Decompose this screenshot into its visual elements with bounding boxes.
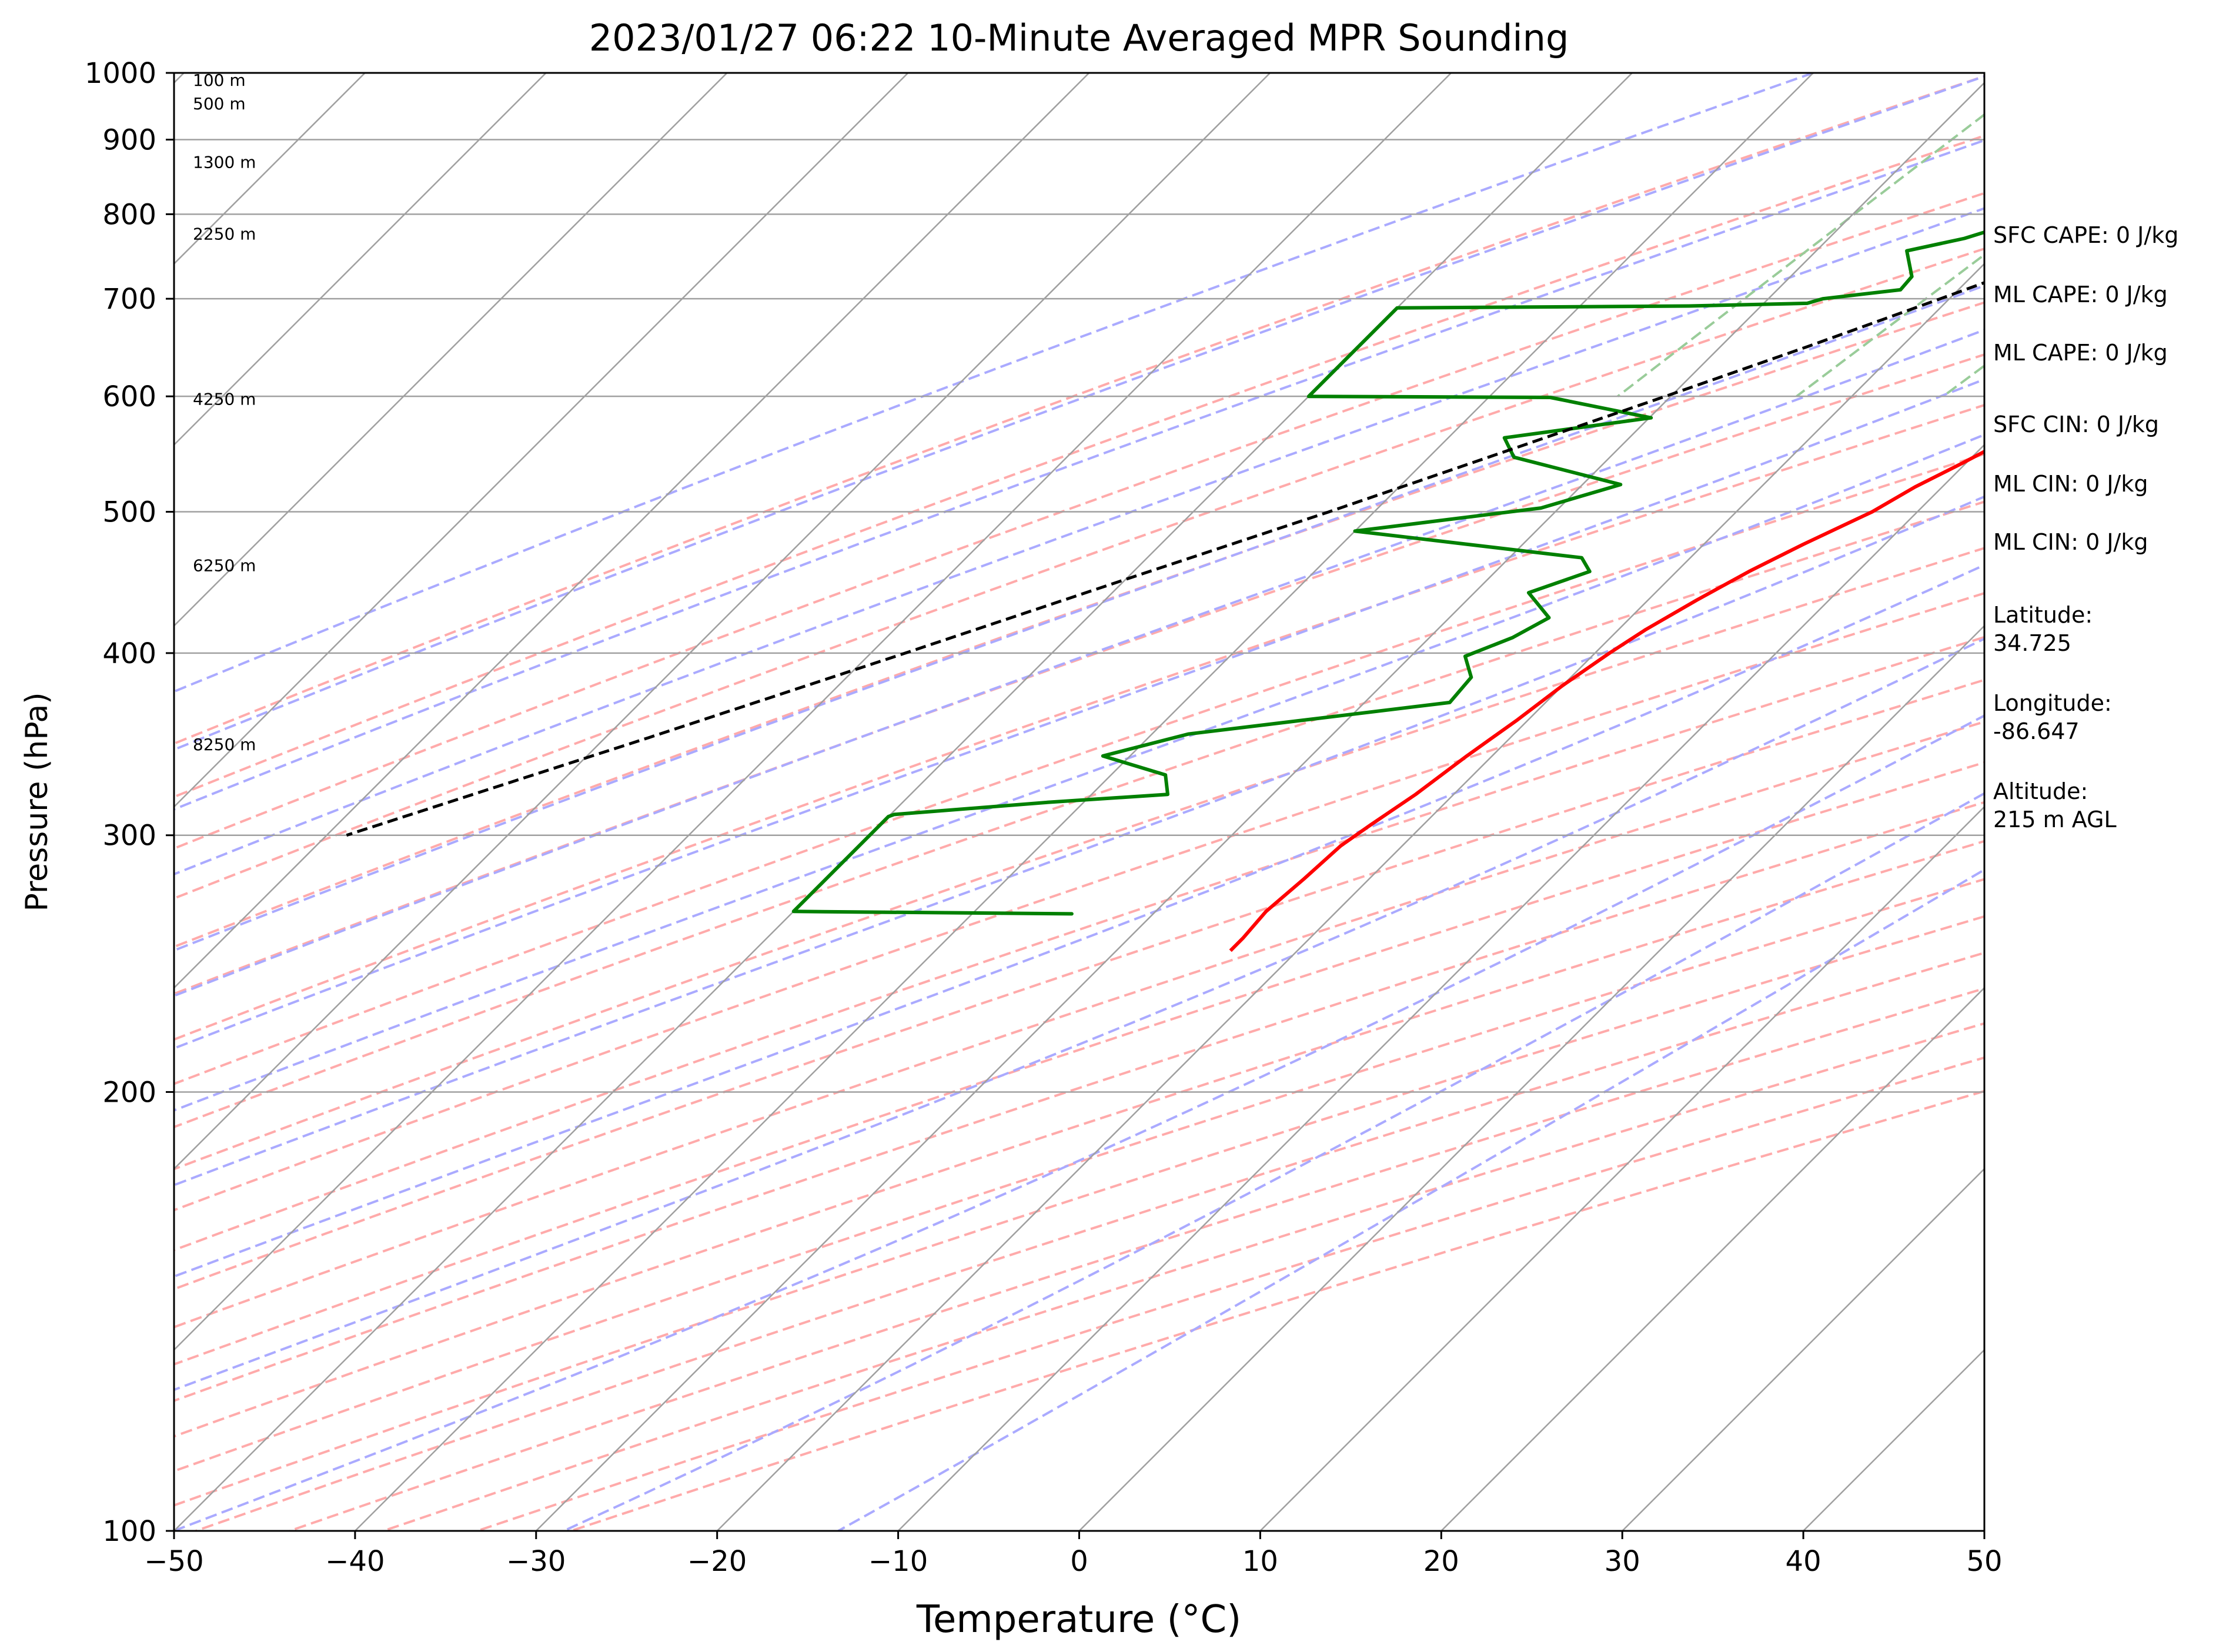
- y-axis-label: Pressure (hPa): [19, 693, 55, 912]
- height-label: 500 m: [193, 94, 246, 113]
- height-labels: 100 m 500 m 1300 m 2250 m 4250 m 6250 m 8250 m: [193, 71, 256, 754]
- y-tick-label: 1000: [85, 57, 156, 90]
- dry-adiabat-line: [174, 761, 1984, 1366]
- dry-adiabat-line: [174, 353, 1984, 995]
- moist-adiabat-line: [174, 73, 1814, 693]
- y-tick-label: 900: [102, 123, 156, 156]
- moist-adiabat-line: [174, 433, 1984, 1112]
- moist-adiabat-line: [837, 868, 1984, 1531]
- mixing-ratio-line: [1796, 253, 1984, 397]
- moist-adiabat-line: [174, 75, 1984, 751]
- dry-adiabat-line: [174, 500, 1984, 1129]
- moist-adiabat-line: [174, 329, 1984, 998]
- isotherm-line: [897, 443, 1984, 1531]
- y-tick-label: 300: [102, 820, 156, 852]
- info-sfc-cin: SFC CIN: 0 J/kg: [1993, 412, 2160, 437]
- y-tick-label: 500: [102, 496, 156, 529]
- dry-adiabat-line: [174, 878, 1984, 1473]
- y-axis-ticks: 100 200 300 400 500 600 700 800 900 1000: [85, 57, 174, 1548]
- isotherm-line: [174, 73, 728, 627]
- moist-adiabat-line: [174, 637, 1984, 1392]
- pressure-gridlines: [174, 73, 1984, 1531]
- isotherm-line: [1259, 805, 1984, 1531]
- moist-adiabat-line: [174, 284, 1984, 952]
- moist-adiabat-line: [563, 792, 1984, 1531]
- x-tick-label: −50: [144, 1545, 203, 1578]
- x-tick-label: 50: [1966, 1545, 2002, 1578]
- height-label: 4250 m: [193, 390, 256, 409]
- dewpoint-line: [791, 230, 1984, 916]
- y-tick-label: 200: [102, 1076, 156, 1109]
- dry-adiabat-line: [174, 453, 1984, 1085]
- height-label: 2250 m: [193, 225, 256, 244]
- dry-adiabat-line: [174, 75, 1984, 745]
- info-ml-cape-1: ML CAPE: 0 J/kg: [1993, 282, 2168, 307]
- x-tick-label: 10: [1242, 1545, 1278, 1578]
- isotherm-line: [174, 73, 1271, 1170]
- height-label: 6250 m: [193, 556, 256, 576]
- isotherm-line: [716, 262, 1984, 1531]
- x-tick-label: 0: [1070, 1545, 1088, 1578]
- x-tick-label: 30: [1605, 1545, 1640, 1578]
- dry-adiabat-line: [174, 247, 1984, 900]
- height-label: 8250 m: [193, 735, 256, 754]
- dry-adiabat-line: [174, 840, 1984, 1438]
- info-ml-cape-2: ML CAPE: 0 J/kg: [1993, 340, 2168, 366]
- y-tick-label: 800: [102, 198, 156, 231]
- height-label: 1300 m: [193, 152, 256, 172]
- info-ml-cin-2: ML CIN: 0 J/kg: [1993, 529, 2148, 555]
- chart-title: 2023/01/27 06:22 10-Minute Averaged MPR …: [589, 16, 1569, 59]
- x-tick-label: −30: [506, 1545, 566, 1578]
- isotherm-line: [174, 73, 1090, 989]
- dry-adiabat-line: [174, 720, 1984, 1329]
- dry-adiabat-line: [174, 636, 1984, 1252]
- dry-adiabat-line: [174, 915, 1984, 1507]
- info-latitude: Latitude: 34.725: [1993, 602, 2093, 656]
- x-tick-label: −20: [687, 1545, 747, 1578]
- y-tick-label: 100: [102, 1515, 156, 1548]
- x-tick-label: −40: [325, 1545, 385, 1578]
- y-tick-label: 400: [102, 637, 156, 670]
- info-altitude: Altitude: 215 m AGL: [1993, 778, 2117, 832]
- isotherm-line: [1622, 1168, 1984, 1531]
- x-tick-label: 40: [1786, 1545, 1821, 1578]
- info-sfc-cape: SFC CAPE: 0 J/kg: [1993, 222, 2179, 248]
- isotherm-line: [174, 73, 547, 446]
- dry-adiabat-line: [174, 591, 1984, 1212]
- x-tick-label: 20: [1423, 1545, 1459, 1578]
- x-axis-ticks: −50 −40 −30 −20 −10 0 10 20 30 40 50: [144, 1531, 2003, 1578]
- dry-adiabat-line: [174, 403, 1984, 1041]
- isotherm-line: [174, 73, 1452, 1351]
- isotherm-line: [1078, 624, 1984, 1531]
- isotherm-line: [174, 73, 909, 808]
- isotherm-line: [535, 82, 1984, 1531]
- moist-adiabat-line: [174, 495, 1984, 1186]
- info-longitude: Longitude: -86.647: [1993, 690, 2112, 744]
- profile-series: [346, 230, 1984, 952]
- height-label: 100 m: [193, 71, 246, 90]
- moist-adiabat-line: [174, 139, 1984, 811]
- isotherm-line: [1440, 986, 1984, 1531]
- dry-adiabat-line: [174, 134, 1984, 798]
- y-tick-label: 600: [102, 380, 156, 413]
- x-axis-label: Temperature (°C): [916, 1598, 1241, 1641]
- isotherm-line: [355, 73, 1814, 1531]
- moist-adiabat-line: [174, 714, 1984, 1531]
- info-ml-cin-1: ML CIN: 0 J/kg: [1993, 471, 2148, 497]
- y-tick-label: 700: [102, 283, 156, 316]
- temperature-line: [1229, 449, 1984, 952]
- x-tick-label: −10: [868, 1545, 928, 1578]
